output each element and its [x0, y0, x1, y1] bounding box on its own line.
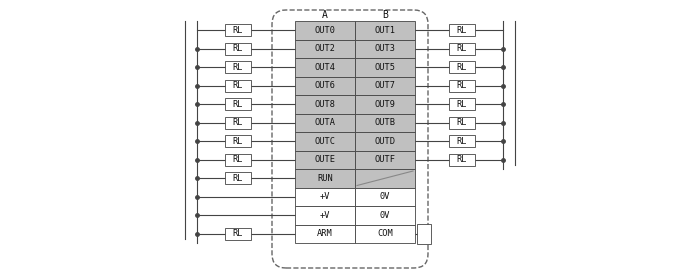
Text: OUT1: OUT1 [374, 26, 395, 35]
Text: RL: RL [456, 44, 468, 53]
Text: RL: RL [232, 26, 244, 35]
Text: RL: RL [232, 174, 244, 183]
Text: RL: RL [232, 118, 244, 127]
Bar [295, 21, 355, 39]
Bar [355, 132, 415, 151]
Bar [355, 58, 415, 76]
Bar [225, 172, 251, 184]
Text: OUT3: OUT3 [374, 44, 395, 53]
Bar [355, 21, 415, 39]
Bar [355, 206, 415, 225]
Text: OUTE: OUTE [314, 155, 335, 164]
Text: OUT6: OUT6 [314, 81, 335, 90]
Text: RL: RL [232, 229, 244, 238]
Bar [449, 43, 475, 55]
Bar [295, 169, 355, 188]
Bar [449, 154, 475, 166]
Text: RL: RL [232, 81, 244, 90]
Text: RL: RL [232, 63, 244, 72]
Bar [355, 95, 415, 113]
Text: OUTF: OUTF [374, 155, 395, 164]
Bar [225, 154, 251, 166]
Bar [295, 39, 355, 58]
Bar [355, 113, 415, 132]
Text: RL: RL [456, 137, 468, 146]
Bar [295, 58, 355, 76]
Text: A: A [322, 10, 328, 20]
Text: RL: RL [456, 81, 468, 90]
Text: RL: RL [456, 155, 468, 164]
Bar [295, 206, 355, 225]
Text: RUN: RUN [317, 174, 333, 183]
Bar [225, 61, 251, 73]
Bar [225, 43, 251, 55]
Text: COM: COM [377, 229, 393, 238]
Text: 0V: 0V [379, 192, 391, 201]
Bar [225, 135, 251, 147]
Bar [449, 61, 475, 73]
Text: OUTB: OUTB [374, 118, 395, 127]
Text: ARM: ARM [317, 229, 333, 238]
Bar [295, 151, 355, 169]
Bar [449, 98, 475, 110]
Bar [225, 24, 251, 36]
Bar [225, 117, 251, 129]
Bar [355, 188, 415, 206]
Text: OUTD: OUTD [374, 137, 395, 146]
Bar [295, 225, 355, 243]
Bar [355, 76, 415, 95]
Bar [449, 135, 475, 147]
Text: OUT5: OUT5 [374, 63, 395, 72]
Bar [355, 151, 415, 169]
Bar [355, 225, 415, 243]
Text: +V: +V [320, 192, 330, 201]
Text: 0V: 0V [379, 211, 391, 220]
Bar [295, 76, 355, 95]
Bar [295, 188, 355, 206]
Text: RL: RL [232, 100, 244, 109]
Text: OUT4: OUT4 [314, 63, 335, 72]
Bar [225, 228, 251, 240]
Bar [295, 113, 355, 132]
Text: RL: RL [456, 26, 468, 35]
Bar [449, 117, 475, 129]
Text: RL: RL [456, 63, 468, 72]
Text: OUT9: OUT9 [374, 100, 395, 109]
Text: RL: RL [232, 137, 244, 146]
Bar [225, 80, 251, 92]
Bar [295, 132, 355, 151]
Text: +V: +V [320, 211, 330, 220]
Text: OUT8: OUT8 [314, 100, 335, 109]
Bar [295, 95, 355, 113]
Text: OUT7: OUT7 [374, 81, 395, 90]
Bar [355, 169, 415, 188]
Text: B: B [382, 10, 388, 20]
Bar [225, 98, 251, 110]
Text: RL: RL [456, 118, 468, 127]
Text: RL: RL [456, 100, 468, 109]
Text: OUTC: OUTC [314, 137, 335, 146]
Bar [449, 80, 475, 92]
Text: RL: RL [232, 155, 244, 164]
Text: RL: RL [232, 44, 244, 53]
Text: OUT2: OUT2 [314, 44, 335, 53]
Bar [449, 24, 475, 36]
Bar [417, 224, 431, 244]
Text: OUTA: OUTA [314, 118, 335, 127]
Bar [355, 39, 415, 58]
Text: OUT0: OUT0 [314, 26, 335, 35]
